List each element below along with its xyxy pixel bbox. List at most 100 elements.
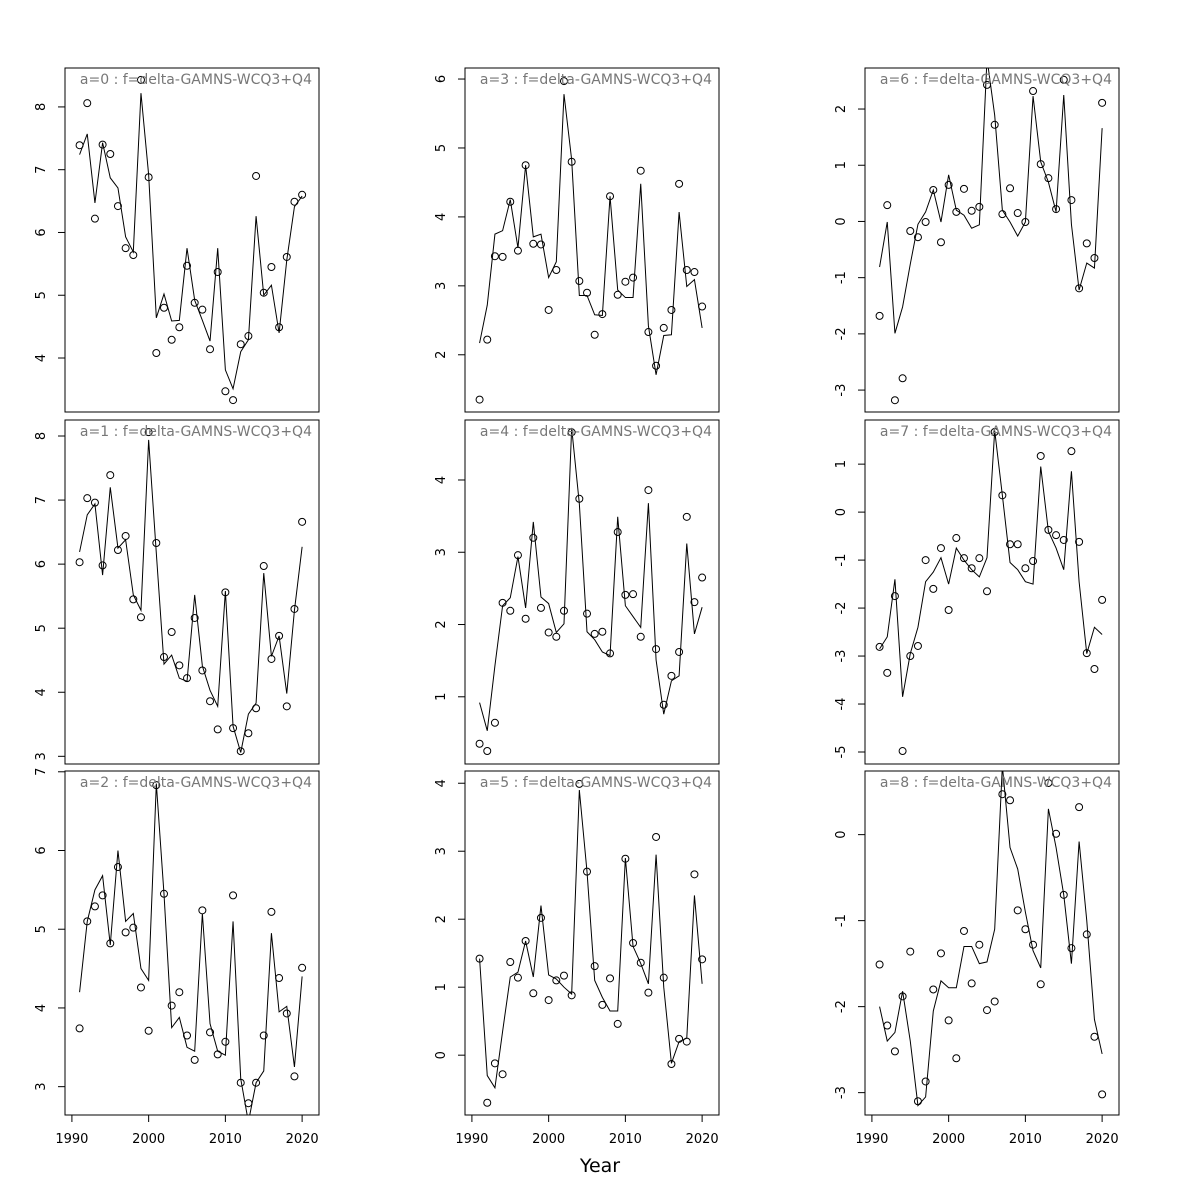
observed-point <box>936 238 945 247</box>
observed-point <box>698 573 707 582</box>
observed-point <box>1090 1032 1099 1041</box>
observed-point <box>206 697 215 706</box>
y-tick-label: 0 <box>434 1051 449 1059</box>
y-tick-label: 4 <box>434 213 449 221</box>
panel-title: a=8 : f=delta-GAMNS-WCQ3+Q4 <box>880 775 1112 791</box>
observed-point <box>875 311 884 320</box>
y-tick-label: 3 <box>34 752 49 760</box>
observed-point <box>898 747 907 756</box>
observed-point <box>936 949 945 958</box>
observed-point <box>636 632 645 641</box>
plot-area <box>875 771 1107 1107</box>
observed-point <box>998 790 1007 799</box>
observed-point <box>1044 525 1053 534</box>
observed-point <box>652 361 661 370</box>
observed-point <box>106 150 115 158</box>
observed-point <box>575 277 584 286</box>
observed-point <box>667 305 676 314</box>
panel: 1 2 3 4 a=4 : f=delta-GAMNS-WCQ3+Q4 <box>434 419 720 765</box>
panel-title: a=7 : f=delta-GAMNS-WCQ3+Q4 <box>880 424 1112 440</box>
observed-point <box>152 538 161 547</box>
observed-point <box>959 926 968 935</box>
observed-point <box>875 642 884 651</box>
observed-point <box>498 1070 507 1079</box>
observed-point <box>298 190 307 199</box>
fitted-line <box>879 430 1103 697</box>
observed-point <box>952 1054 961 1063</box>
observed-point <box>967 564 976 573</box>
panel: 3 4 5 6 7 8 a=1 : f=delta-GAMNS-WCQ3+Q4 <box>34 419 320 765</box>
observed-point <box>521 936 530 945</box>
observed-point <box>690 268 699 277</box>
observed-point <box>1090 665 1099 674</box>
panel-frame <box>864 419 1120 765</box>
observed-point <box>967 206 976 215</box>
panel-frame <box>64 67 320 413</box>
observed-point <box>1082 930 1091 939</box>
y-tick-label: 5 <box>34 291 49 299</box>
y-tick-label: 3 <box>434 282 449 290</box>
panel-frame <box>464 770 720 1116</box>
observed-point <box>206 345 215 354</box>
y-tick-label: 6 <box>34 846 49 854</box>
observed-point <box>890 396 899 405</box>
panel: -5 -4 -3 -2 -1 0 1 a=7 : f=delta-GAMNS-WCQ3+Q4 <box>834 419 1120 765</box>
observed-point <box>1044 779 1053 788</box>
observed-point <box>113 863 122 872</box>
observed-point <box>83 99 92 108</box>
observed-point <box>290 1072 299 1081</box>
observed-point <box>552 976 561 985</box>
observed-point <box>167 1001 176 1010</box>
x-tick-label: 2010 <box>609 1132 642 1147</box>
observed-point <box>967 979 976 988</box>
y-tick-label: 6 <box>434 75 449 83</box>
observed-point <box>644 486 653 495</box>
observed-point <box>1067 196 1076 205</box>
observed-point <box>490 252 499 261</box>
panel-frame <box>64 419 320 765</box>
observed-point <box>590 330 599 339</box>
observed-point <box>598 627 607 636</box>
panel-frame <box>64 770 320 1116</box>
observed-point <box>536 913 545 922</box>
observed-point <box>675 647 684 656</box>
observed-point <box>513 246 522 255</box>
y-tick-label: 1 <box>434 983 449 991</box>
observed-point <box>183 261 192 270</box>
panel: 3 4 5 6 7 1990 2000 2010 2020 a=2 : f=delta-GAMNS… <box>34 768 320 1147</box>
x-tick-label: 2020 <box>686 1132 719 1147</box>
y-tick-label: -4 <box>834 698 849 711</box>
observed-point <box>144 428 153 437</box>
observed-point <box>667 671 676 680</box>
observed-point <box>898 374 907 383</box>
observed-point <box>198 305 207 314</box>
observed-point <box>644 988 653 997</box>
observed-point <box>136 75 145 84</box>
observed-point <box>498 252 507 261</box>
observed-point <box>252 171 261 180</box>
panel-title: a=4 : f=delta-GAMNS-WCQ3+Q4 <box>480 424 712 440</box>
observed-point <box>213 725 222 734</box>
y-tick-label: 2 <box>434 915 449 923</box>
x-tick-label: 2020 <box>286 1132 319 1147</box>
observed-point <box>106 471 115 480</box>
y-tick-label: 2 <box>434 351 449 359</box>
x-tick-label: 1990 <box>55 1132 88 1147</box>
y-tick-label: 4 <box>34 354 49 362</box>
observed-point <box>536 240 545 249</box>
observed-point <box>152 348 161 357</box>
observed-point <box>175 988 184 997</box>
observed-point <box>921 218 930 227</box>
observed-point <box>621 277 630 286</box>
observed-point <box>929 985 938 994</box>
observed-point <box>990 997 999 1006</box>
observed-point <box>690 870 699 879</box>
y-tick-label: 2 <box>434 620 449 628</box>
observed-point <box>1067 447 1076 456</box>
fitted-line <box>79 439 303 753</box>
observed-point <box>190 613 199 622</box>
y-tick-label: 8 <box>34 432 49 440</box>
observed-point <box>890 1047 899 1056</box>
observed-point <box>659 700 668 709</box>
observed-point <box>636 958 645 967</box>
